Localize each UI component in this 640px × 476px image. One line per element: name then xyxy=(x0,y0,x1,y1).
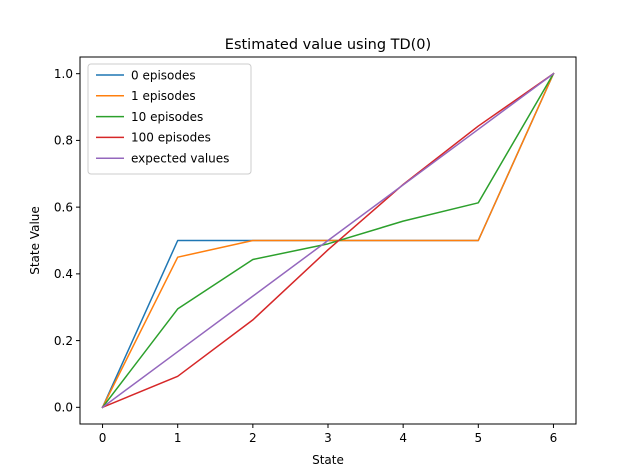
y-axis: 0.0 0.2 0.4 0.6 0.8 1.0 xyxy=(54,67,80,415)
series-line-4 xyxy=(101,72,555,409)
legend-box xyxy=(87,63,252,175)
x-tick-label: 3 xyxy=(324,431,332,445)
x-axis-label: State xyxy=(312,453,344,467)
y-axis-label: State Value xyxy=(28,206,42,275)
x-axis: 0 1 2 3 4 5 6 xyxy=(99,424,558,445)
y-tick-label: 1.0 xyxy=(54,67,73,81)
y-tick-label: 0.6 xyxy=(54,200,73,214)
series-line-3 xyxy=(101,72,555,409)
x-tick-label: 4 xyxy=(399,431,407,445)
x-tick-label: 2 xyxy=(249,431,257,445)
y-tick-label: 0.8 xyxy=(54,134,73,148)
series-lines xyxy=(101,72,555,409)
legend-label: 1 episodes xyxy=(131,89,196,103)
chart-title: Estimated value using TD(0) xyxy=(225,37,431,53)
x-tick-label: 5 xyxy=(474,431,482,445)
legend-label: expected values xyxy=(131,152,229,166)
x-tick-label: 0 xyxy=(99,431,107,445)
y-tick-label: 0.2 xyxy=(54,334,73,348)
series-line-2 xyxy=(101,72,555,409)
x-tick-label: 1 xyxy=(174,431,182,445)
y-tick-label: 0.0 xyxy=(54,401,73,415)
legend-label: 0 episodes xyxy=(131,68,196,82)
legend: 0 episodes 1 episodes 10 episodes 100 episo… xyxy=(87,63,252,175)
x-tick-label: 6 xyxy=(550,431,558,445)
y-tick-label: 0.4 xyxy=(54,267,73,281)
legend-label: 10 episodes xyxy=(131,110,203,124)
legend-label: 100 episodes xyxy=(131,131,211,145)
